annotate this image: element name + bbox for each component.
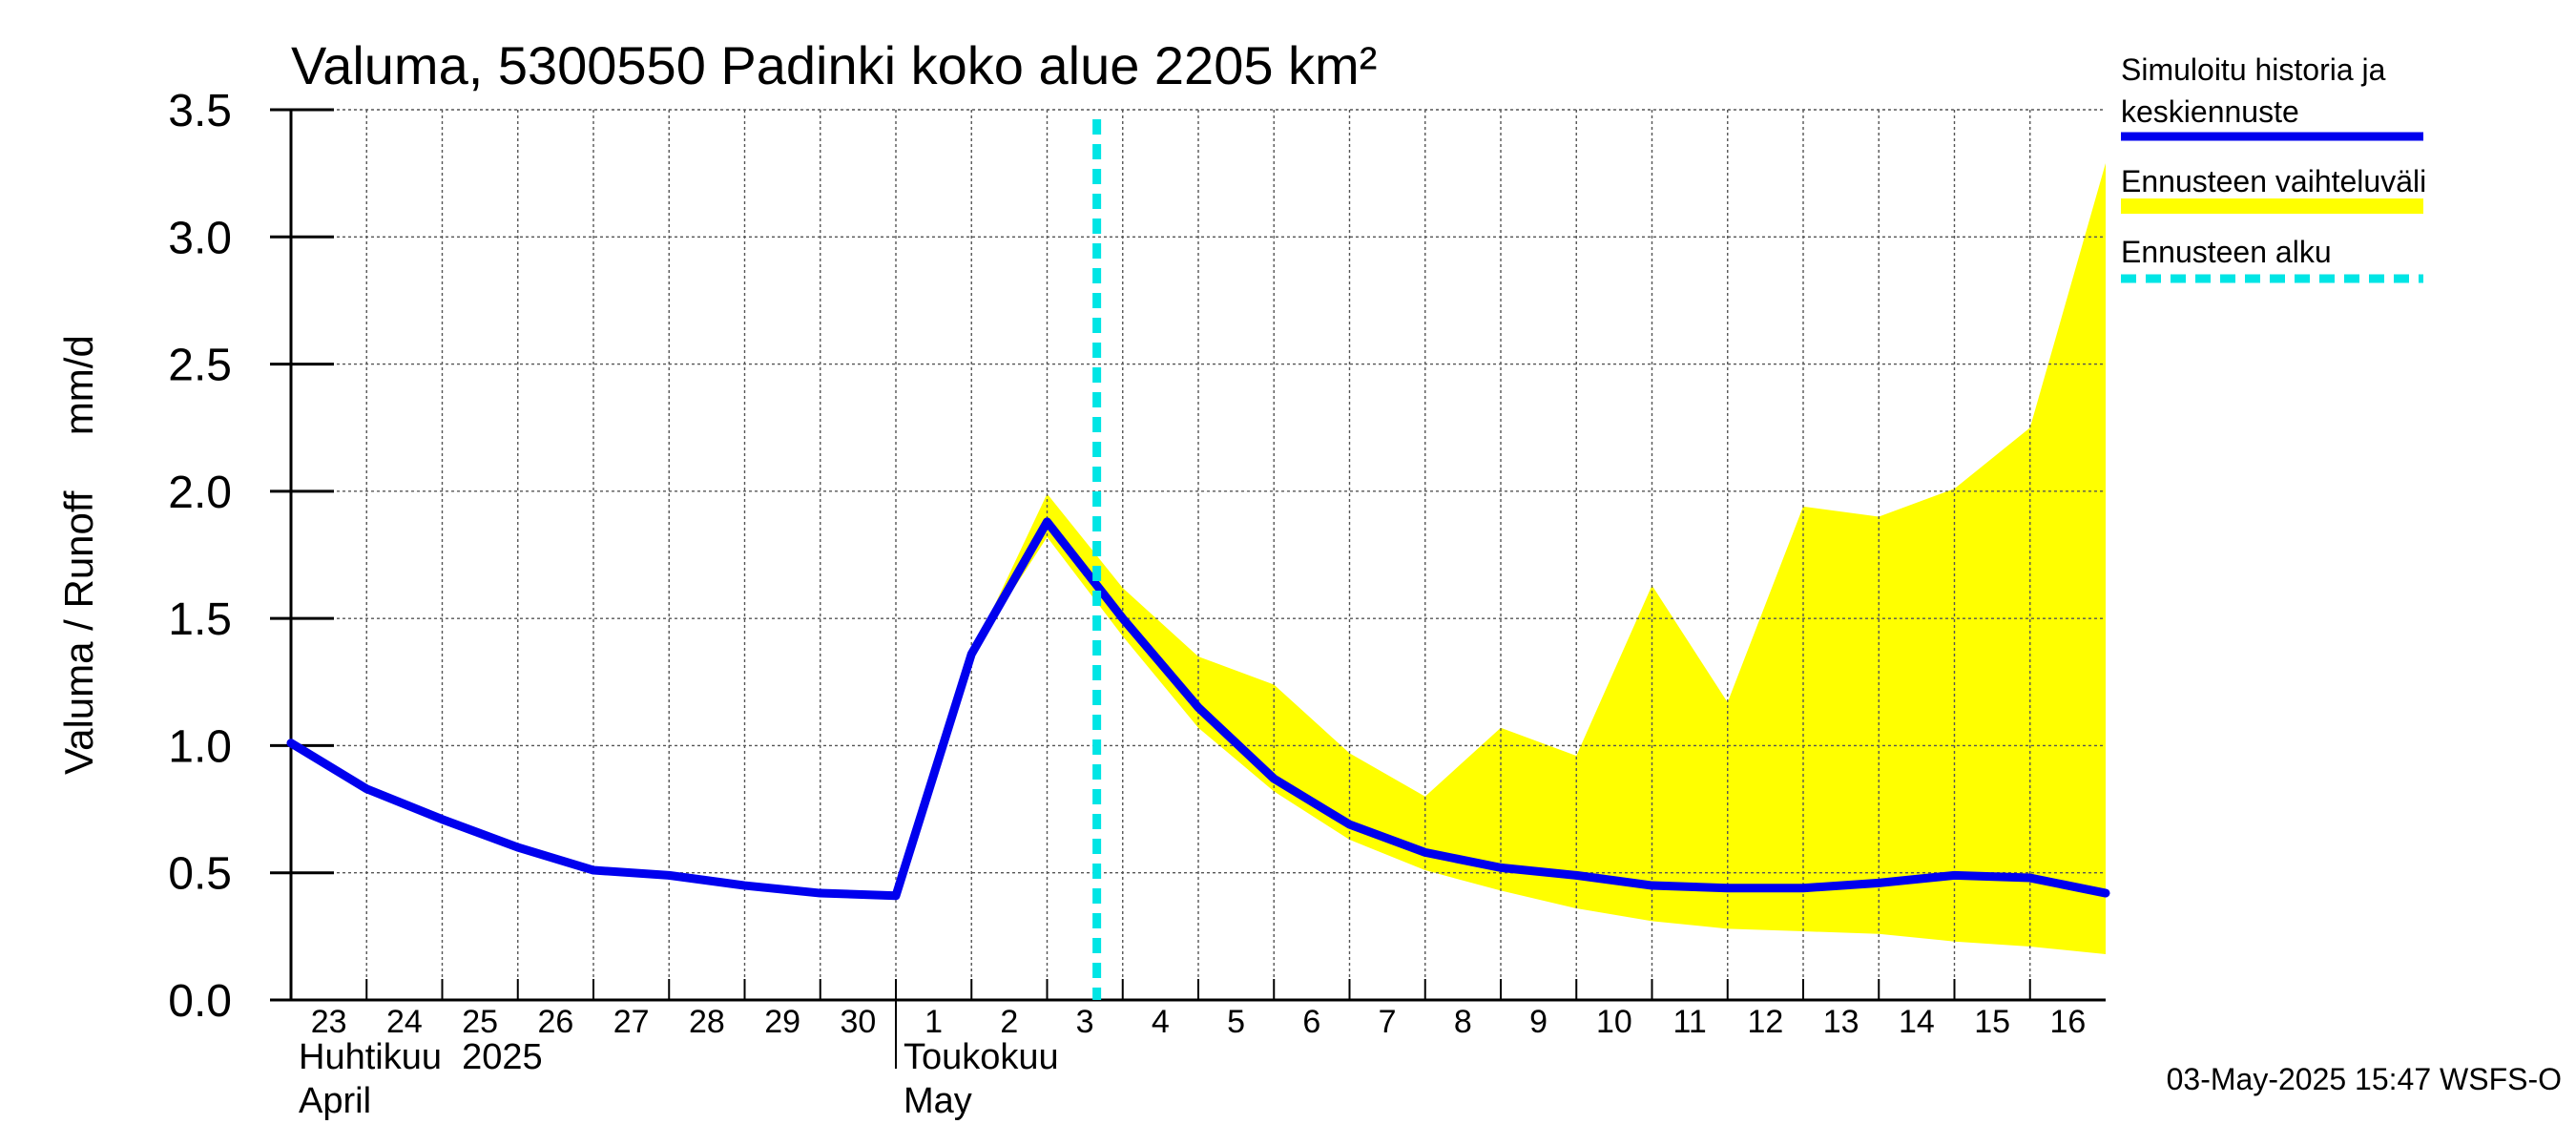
month-label-english: April bbox=[299, 1081, 371, 1121]
y-tick-label: 2.0 bbox=[168, 468, 232, 518]
x-tick-label: 15 bbox=[1974, 1004, 2010, 1040]
x-tick-label: 24 bbox=[386, 1004, 423, 1040]
y-tick-label: 1.5 bbox=[168, 594, 232, 645]
x-tick-label: 10 bbox=[1596, 1004, 1632, 1040]
x-tick-label: 4 bbox=[1152, 1004, 1170, 1040]
legend-swatch-range bbox=[2121, 198, 2423, 214]
x-tick-label: 9 bbox=[1529, 1004, 1548, 1040]
y-tick-label: 3.5 bbox=[168, 86, 232, 136]
y-tick-label: 1.0 bbox=[168, 721, 232, 772]
y-axis-ticks: 0.0 0.5 1.0 1.5 2.0 2.5 3.0 3.5 bbox=[168, 86, 334, 1027]
x-tick-label: 26 bbox=[537, 1004, 573, 1040]
forecast-range-band bbox=[971, 162, 2106, 955]
x-tick-label: 12 bbox=[1747, 1004, 1783, 1040]
simulated-line bbox=[286, 517, 2110, 901]
x-tick-label: 16 bbox=[2049, 1004, 2086, 1040]
month-label-english: May bbox=[904, 1081, 972, 1121]
y-axis-label: Valuma / Runoff mm/d bbox=[56, 335, 101, 775]
y-tick-label: 0.5 bbox=[168, 849, 232, 900]
legend-label-simulated: Simuloitu historia ja bbox=[2121, 52, 2386, 87]
forecast-band-area bbox=[971, 162, 2106, 955]
month-label: Toukokuu bbox=[904, 1037, 1059, 1077]
y-tick-label: 0.0 bbox=[168, 976, 232, 1027]
chart-title: Valuma, 5300550 Padinki koko alue 2205 k… bbox=[291, 35, 1377, 95]
x-tick-label: 11 bbox=[1672, 1004, 1706, 1040]
y-tick-label: 3.0 bbox=[168, 213, 232, 263]
simulated-series bbox=[286, 517, 2110, 901]
x-tick-label: 6 bbox=[1302, 1004, 1320, 1040]
x-tick-label: 29 bbox=[764, 1004, 800, 1040]
x-tick-label: 8 bbox=[1454, 1004, 1472, 1040]
x-tick-label: 5 bbox=[1227, 1004, 1245, 1040]
x-tick-label: 13 bbox=[1823, 1004, 1859, 1040]
y-tick-label: 2.5 bbox=[168, 341, 232, 391]
month-label: Huhtikuu 2025 bbox=[299, 1037, 543, 1077]
x-axis-ticks: 23 24 25 26 27 28 29 30 1 2 3 4 5 6 7 8 9 10 11 12 13 14 15 16 bbox=[311, 979, 2086, 1040]
timestamp-label: 03-May-2025 15:47 WSFS-O bbox=[2167, 1062, 2562, 1096]
x-tick-label: 3 bbox=[1076, 1004, 1094, 1040]
x-tick-label: 14 bbox=[1899, 1004, 1935, 1040]
x-tick-label: 23 bbox=[311, 1004, 347, 1040]
x-tick-label: 2 bbox=[1000, 1004, 1018, 1040]
legend-label-forecast-start: Ennusteen alku bbox=[2121, 235, 2332, 269]
legend-label-range: Ennusteen vaihteluväli bbox=[2121, 164, 2426, 198]
grid bbox=[291, 109, 2106, 1000]
legend: Simuloitu historia ja keskiennuste Ennuste… bbox=[2121, 52, 2426, 283]
x-tick-label: 7 bbox=[1379, 1004, 1397, 1040]
x-tick-label: 27 bbox=[613, 1004, 650, 1040]
x-tick-label: 25 bbox=[462, 1004, 498, 1040]
x-tick-label: 1 bbox=[924, 1004, 943, 1040]
x-tick-label: 30 bbox=[840, 1004, 876, 1040]
legend-label-simulated-2: keskiennuste bbox=[2121, 94, 2299, 129]
x-tick-label: 28 bbox=[689, 1004, 725, 1040]
